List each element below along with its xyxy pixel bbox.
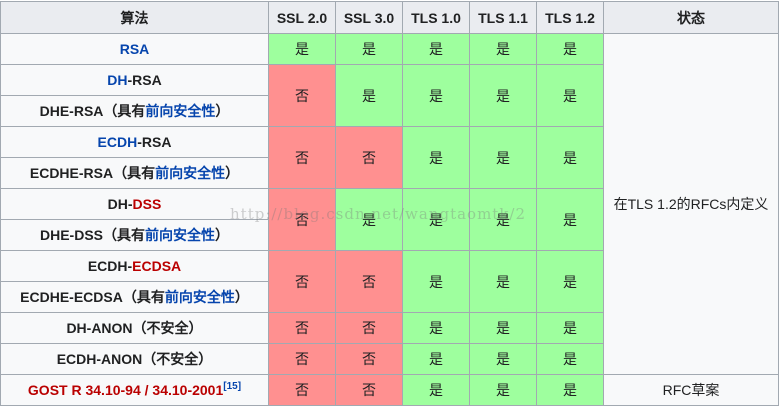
dhe-rsa-prefix: DHE-RSA（具有 [39,103,146,119]
cell-yes: 是 [469,64,537,127]
header-tls12: TLS 1.2 [536,1,604,34]
cell-yes: 是 [536,188,604,251]
forward-secrecy-link[interactable]: 前向安全性 [145,103,216,119]
cell-no: 否 [268,312,336,344]
gost-link[interactable]: GOST R 34.10-94 / 34.10-2001 [27,382,224,398]
dhe-dss-prefix: DHE-DSS（具有 [39,227,145,243]
ecdhe-rsa-prefix: ECDHE-RSA（具有 [29,165,156,181]
cell-yes: 是 [402,343,470,375]
algorithm-ecdh-rsa: ECDH-RSA [0,126,269,158]
cell-yes: 是 [536,250,604,313]
header-row: 算法 SSL 2.0 SSL 3.0 TLS 1.0 TLS 1.1 TLS 1… [0,1,779,34]
table-row: ECDH-ANON（不安全） 否 否 是 是 是 [0,343,779,375]
forward-secrecy-link[interactable]: 前向安全性 [145,227,215,243]
algorithm-ecdh-ecdsa: ECDH-ECDSA [0,250,269,282]
dh-rsa-suffix: -RSA [127,72,162,88]
reference-15[interactable]: [15] [223,381,242,392]
status-defined: 在TLS 1.2的RFCs内定义 [603,33,779,375]
dhe-dss-close: ） [215,227,229,243]
cell-no: 否 [268,188,336,251]
cell-yes: 是 [469,374,537,406]
algorithm-dh-anon: DH-ANON（不安全） [0,312,269,344]
algorithm-rsa: RSA [0,33,269,65]
cell-no: 否 [268,64,336,127]
watermark: http://blog.csdn.net/wangtaomtk/2 [230,205,527,223]
ecdh-link[interactable]: ECDH [97,134,138,150]
table-row: DH-RSA 否 是 是 是 是 [0,64,779,127]
ecdh-rsa-suffix: -RSA [137,134,172,150]
cell-yes: 是 [469,126,537,189]
cell-yes: 是 [536,64,604,127]
cell-yes: 是 [536,343,604,375]
algorithm-dhe-rsa: DHE-RSA（具有前向安全性） [0,95,269,127]
table-row: DHE-RSA（具有前向安全性） [0,95,779,127]
cell-no: 否 [335,343,403,375]
cell-no: 否 [268,374,336,406]
header-ssl20: SSL 2.0 [268,1,336,34]
dh-link[interactable]: DH [107,72,128,88]
cell-yes: 是 [469,250,537,313]
cell-yes: 是 [402,250,470,313]
algorithm-dh-rsa: DH-RSA [0,64,269,96]
algorithm-dhe-dss: DHE-DSS（具有前向安全性） [0,219,269,251]
ecdhe-rsa-close: ） [225,165,240,181]
cell-yes: 是 [402,188,470,251]
cell-no: 否 [335,374,403,406]
rsa-link[interactable]: RSA [119,41,150,57]
forward-secrecy-link[interactable]: 前向安全性 [155,165,226,181]
table-row: ECDH-ECDSA 否 否 是 是 是 [0,250,779,313]
table-row: GOST R 34.10-94 / 34.10-2001[15] 否 否 是 是… [0,374,779,406]
table-row: DHE-DSS（具有前向安全性） [0,219,779,251]
cell-yes: 是 [469,33,537,65]
cell-yes: 是 [335,64,403,127]
cell-no: 否 [268,343,336,375]
cell-yes: 是 [402,374,470,406]
cell-yes: 是 [536,126,604,189]
ecdhe-ecdsa-prefix: ECDHE-ECDSA（具有 [20,289,165,305]
cell-yes: 是 [469,312,537,344]
status-draft: RFC草案 [603,374,779,406]
cell-yes: 是 [469,343,537,375]
table-row: RSA 是 是 是 是 是 在TLS 1.2的RFCs内定义 [0,33,779,375]
table-row: ECDHE-ECDSA（具有前向安全性） [0,281,779,313]
table-row: DH-ANON（不安全） 否 否 是 是 是 [0,312,779,344]
forward-secrecy-link[interactable]: 前向安全性 [164,289,235,305]
header-ssl30: SSL 3.0 [335,1,403,34]
cell-yes: 是 [335,33,403,65]
cell-no: 否 [335,126,403,189]
cell-yes: 是 [268,33,336,65]
cell-yes: 是 [402,33,470,65]
algorithm-gost: GOST R 34.10-94 / 34.10-2001[15] [0,374,269,406]
header-tls10: TLS 1.0 [402,1,470,34]
algorithm-ecdhe-ecdsa: ECDHE-ECDSA（具有前向安全性） [0,281,269,313]
cell-no: 否 [335,250,403,313]
cell-yes: 是 [402,126,470,189]
cell-no: 否 [268,250,336,313]
header-status: 状态 [603,1,779,34]
cell-no: 否 [335,312,403,344]
cell-yes: 是 [536,374,604,406]
dh-dss-prefix: DH- [107,196,133,212]
table-row: ECDH-RSA 否 否 是 是 是 [0,126,779,189]
header-algorithm: 算法 [0,1,269,34]
ecdh-ecdsa-prefix: ECDH- [87,258,133,274]
ecdhe-ecdsa-close: ） [234,289,249,305]
header-tls11: TLS 1.1 [469,1,537,34]
table-row: DH-DSS 否 是 是 是 是 [0,188,779,251]
cell-yes: 是 [536,312,604,344]
algorithm-ecdhe-rsa: ECDHE-RSA（具有前向安全性） [0,157,269,189]
dss-link[interactable]: DSS [132,196,162,212]
table-row: ECDHE-RSA（具有前向安全性） [0,157,779,189]
dhe-rsa-close: ） [215,103,230,119]
cell-yes: 是 [402,64,470,127]
ecdsa-link[interactable]: ECDSA [132,258,182,274]
algorithm-dh-dss: DH-DSS [0,188,269,220]
cell-yes: 是 [335,188,403,251]
cell-no: 否 [268,126,336,189]
cell-yes: 是 [402,312,470,344]
cell-yes: 是 [536,33,604,65]
algorithm-ecdh-anon: ECDH-ANON（不安全） [0,343,269,375]
